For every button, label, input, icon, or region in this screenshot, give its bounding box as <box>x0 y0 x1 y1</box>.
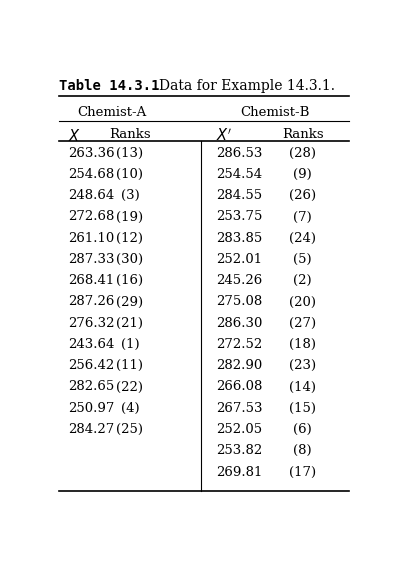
Text: 287.33: 287.33 <box>68 253 115 266</box>
Text: 254.68: 254.68 <box>68 168 115 181</box>
Text: (13): (13) <box>116 147 144 160</box>
Text: 252.01: 252.01 <box>217 253 262 266</box>
Text: (2): (2) <box>293 274 312 287</box>
Text: Ranks: Ranks <box>109 127 151 140</box>
Text: 266.08: 266.08 <box>217 381 263 394</box>
Text: 261.10: 261.10 <box>68 232 115 245</box>
Text: (18): (18) <box>289 338 316 351</box>
Text: Ranks: Ranks <box>282 127 324 140</box>
Text: 268.41: 268.41 <box>68 274 115 287</box>
Text: 254.54: 254.54 <box>217 168 262 181</box>
Text: (28): (28) <box>289 147 316 160</box>
Text: (1): (1) <box>121 338 139 351</box>
Text: (4): (4) <box>121 402 139 415</box>
Text: 263.36: 263.36 <box>68 147 115 160</box>
Text: $\mathit{X}$: $\mathit{X}$ <box>68 127 81 144</box>
Text: 267.53: 267.53 <box>217 402 263 415</box>
Text: Chemist-B: Chemist-B <box>240 106 310 119</box>
Text: 248.64: 248.64 <box>68 190 115 202</box>
Text: (7): (7) <box>293 210 312 223</box>
Text: 286.53: 286.53 <box>217 147 263 160</box>
Text: 282.90: 282.90 <box>217 359 263 372</box>
Text: (3): (3) <box>121 190 139 202</box>
Text: (27): (27) <box>289 317 316 330</box>
Text: 250.97: 250.97 <box>68 402 115 415</box>
Text: (17): (17) <box>289 465 316 478</box>
Text: 276.32: 276.32 <box>68 317 115 330</box>
Text: (12): (12) <box>117 232 143 245</box>
Text: (22): (22) <box>117 381 143 394</box>
Text: 284.55: 284.55 <box>217 190 262 202</box>
Text: 253.75: 253.75 <box>217 210 263 223</box>
Text: (26): (26) <box>289 190 316 202</box>
Text: $\mathit{X'}$: $\mathit{X'}$ <box>217 127 233 144</box>
Text: 282.65: 282.65 <box>68 381 115 394</box>
Text: (15): (15) <box>289 402 316 415</box>
Text: (19): (19) <box>116 210 144 223</box>
Text: 252.05: 252.05 <box>217 423 262 436</box>
Text: 287.26: 287.26 <box>68 296 115 309</box>
Text: 286.30: 286.30 <box>217 317 263 330</box>
Text: (24): (24) <box>289 232 316 245</box>
Text: (23): (23) <box>289 359 316 372</box>
Text: 256.42: 256.42 <box>68 359 115 372</box>
Text: 269.81: 269.81 <box>217 465 263 478</box>
Text: (11): (11) <box>117 359 143 372</box>
Text: 253.82: 253.82 <box>217 444 263 457</box>
Text: (21): (21) <box>117 317 143 330</box>
Text: Chemist-A: Chemist-A <box>77 106 146 119</box>
Text: 284.27: 284.27 <box>68 423 115 436</box>
Text: (16): (16) <box>116 274 144 287</box>
Text: (25): (25) <box>117 423 143 436</box>
Text: (8): (8) <box>293 444 312 457</box>
Text: (30): (30) <box>116 253 144 266</box>
Text: 275.08: 275.08 <box>217 296 263 309</box>
Text: Data for Example 14.3.1.: Data for Example 14.3.1. <box>159 78 335 92</box>
Text: 245.26: 245.26 <box>217 274 263 287</box>
Text: (9): (9) <box>293 168 312 181</box>
Text: (20): (20) <box>289 296 316 309</box>
Text: (6): (6) <box>293 423 312 436</box>
Text: 243.64: 243.64 <box>68 338 115 351</box>
Text: 272.52: 272.52 <box>217 338 263 351</box>
Text: (14): (14) <box>289 381 316 394</box>
Text: Table 14.3.1: Table 14.3.1 <box>59 78 160 92</box>
Text: 283.85: 283.85 <box>217 232 263 245</box>
Text: 272.68: 272.68 <box>68 210 115 223</box>
Text: (29): (29) <box>116 296 144 309</box>
Text: (5): (5) <box>293 253 312 266</box>
Text: (10): (10) <box>117 168 143 181</box>
